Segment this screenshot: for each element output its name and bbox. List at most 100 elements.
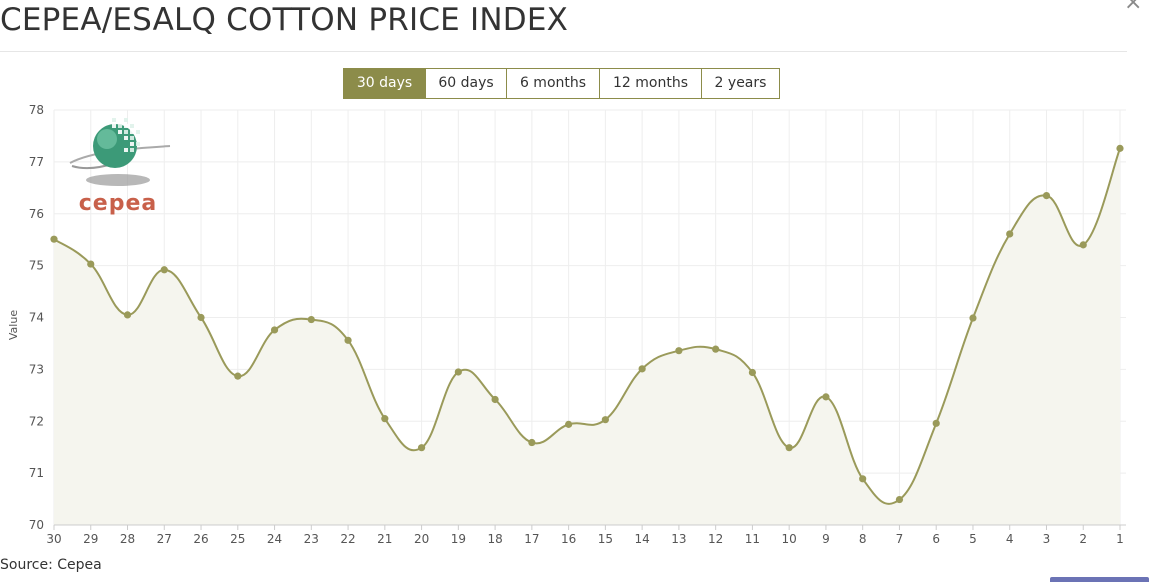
data-point[interactable] [601,416,609,424]
x-tick-label: 23 [304,532,319,546]
data-point[interactable] [969,314,977,322]
y-axis-label: Value [7,310,20,340]
page-title: CEPEA/ESALQ COTTON PRICE INDEX [0,2,569,38]
data-point[interactable] [87,260,95,268]
x-tick-label: 22 [340,532,355,546]
data-point[interactable] [748,368,757,377]
data-point[interactable] [565,420,573,428]
range-tab-60-days[interactable]: 60 days [425,68,507,99]
y-tick-label: 73 [29,362,44,376]
x-tick-label: 27 [157,532,172,546]
logo-pixel [118,124,122,128]
logo-pixel [130,148,134,152]
logo-pixel [130,130,134,134]
x-tick-label: 10 [782,532,797,546]
logo-pixel [118,118,122,122]
data-point[interactable] [454,368,462,376]
data-point[interactable] [1079,241,1087,249]
range-tab-12-months[interactable]: 12 months [599,68,702,99]
series-area [54,148,1120,525]
data-point[interactable] [234,372,242,380]
logo-pixel [124,124,128,128]
x-tick-label: 21 [377,532,392,546]
data-point[interactable] [123,311,132,319]
y-tick-label: 75 [29,259,44,273]
x-tick-label: 5 [969,532,977,546]
x-tick-label: 12 [708,532,723,546]
data-point[interactable] [1042,191,1051,200]
x-tick-label: 8 [859,532,867,546]
logo-text: cepea [79,191,157,216]
logo-pixel [136,136,140,140]
x-tick-label: 14 [634,532,649,546]
data-point[interactable] [675,347,683,355]
area-layer [53,148,1121,525]
x-tick-label: 17 [524,532,539,546]
data-point[interactable] [1116,144,1124,152]
cepea-logo: cepea [69,118,171,216]
points-layer [50,144,1124,504]
x-tick-label: 1 [1116,532,1124,546]
x-tick-label: 13 [671,532,686,546]
data-point[interactable] [895,495,904,504]
x-tick-label: 9 [822,532,830,546]
x-tick-label: 29 [83,532,98,546]
data-point[interactable] [785,444,793,452]
data-point[interactable] [712,345,720,353]
data-point[interactable] [160,266,168,274]
x-tick-label: 24 [267,532,282,546]
x-tick-label: 18 [487,532,502,546]
logo-shadow [86,174,150,186]
close-icon[interactable]: × [1124,0,1143,15]
data-point[interactable] [859,475,867,483]
y-tick-label: 78 [29,103,44,117]
logo-globe-shine [97,129,117,149]
range-tab-2-years[interactable]: 2 years [701,68,780,99]
data-point[interactable] [932,419,940,427]
data-point[interactable] [381,415,389,423]
x-tick-label: 7 [896,532,904,546]
logo-pixel [124,130,128,134]
x-tick-label: 20 [414,532,429,546]
logo-pixels [112,118,140,152]
data-point[interactable] [344,336,352,344]
x-tick-label: 19 [451,532,466,546]
x-tick-label: 4 [1006,532,1014,546]
scrollbar-thumb[interactable] [1050,577,1149,582]
logo-pixel [136,142,140,146]
range-selector: 30 days 60 days 6 months 12 months 2 years [343,68,780,99]
logo-pixel [118,130,122,134]
logo-pixel [124,136,128,140]
logo-pixel [124,148,128,152]
logo-pixel [130,124,134,128]
logo-pixel [112,118,116,122]
x-tick-label: 6 [932,532,940,546]
x-tick-label: 30 [46,532,61,546]
x-tick-label: 26 [193,532,208,546]
y-tick-label: 71 [29,466,44,480]
y-tick-label: 76 [29,207,44,221]
data-point[interactable] [197,313,205,322]
y-tick-label: 72 [29,414,44,428]
data-point[interactable] [822,393,830,401]
data-point[interactable] [528,438,536,447]
logo-pixel [112,124,116,128]
x-tick-label: 28 [120,532,135,546]
data-point[interactable] [270,326,279,334]
data-point[interactable] [638,365,646,373]
x-tick-label: 16 [561,532,576,546]
x-tick-label: 3 [1043,532,1051,546]
logo-pixel [124,118,128,122]
data-point[interactable] [1006,230,1014,238]
data-point[interactable] [417,444,426,452]
data-point[interactable] [307,315,315,324]
range-tab-6-months[interactable]: 6 months [506,68,600,99]
x-tick-label: 25 [230,532,245,546]
y-tick-label: 74 [29,311,44,325]
data-point[interactable] [50,235,58,243]
logo-pixel [136,130,140,134]
range-tab-30-days[interactable]: 30 days [343,68,426,99]
data-point[interactable] [491,395,499,404]
